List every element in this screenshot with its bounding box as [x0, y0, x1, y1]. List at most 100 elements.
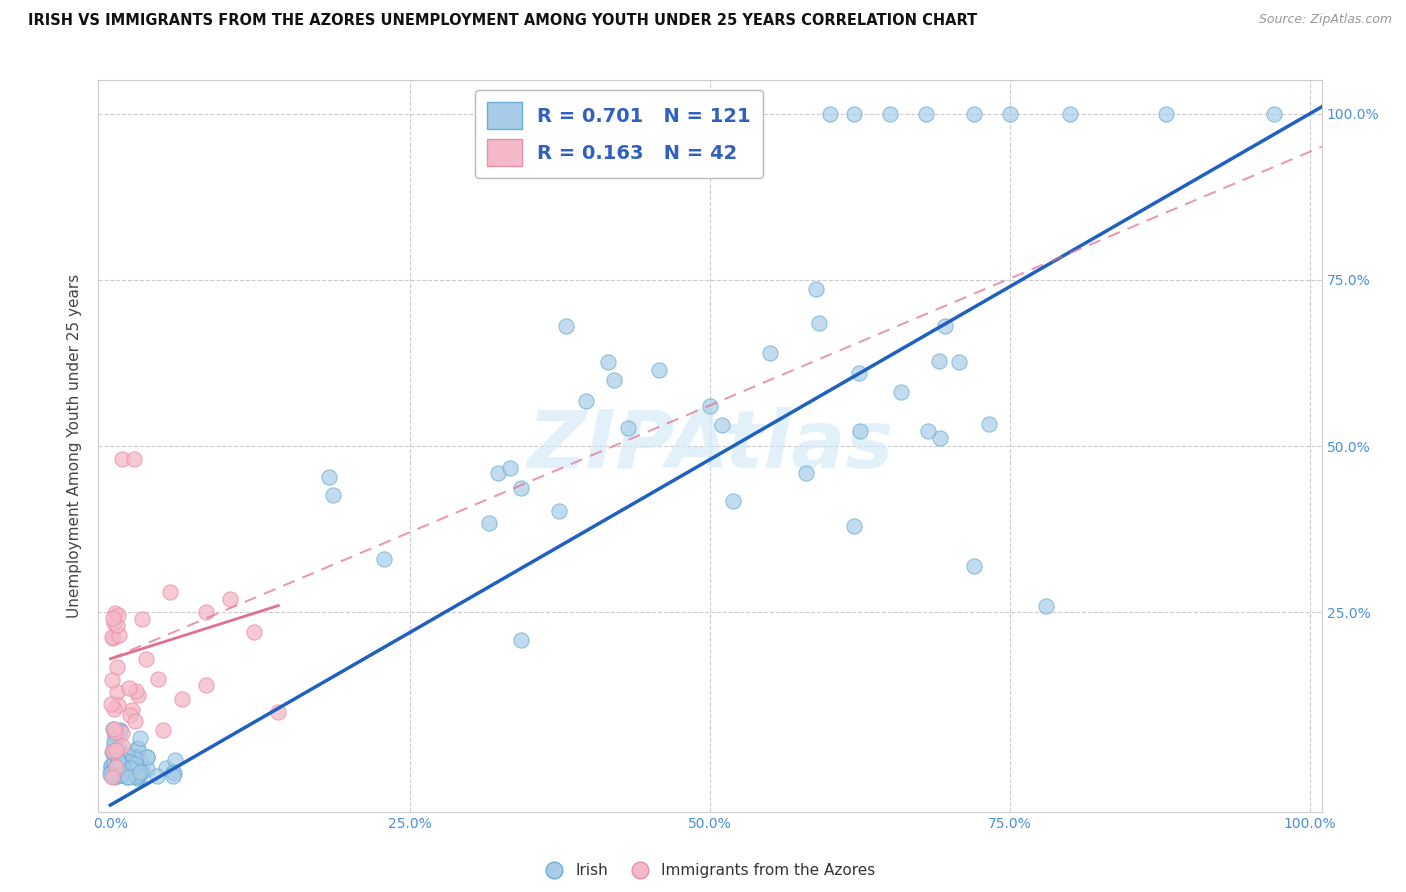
Point — [963, 558, 986, 573]
Point — [103, 733, 125, 747]
Point — [111, 768, 134, 782]
Point — [110, 768, 132, 782]
Point — [108, 724, 131, 739]
Point — [948, 355, 970, 369]
Point — [890, 385, 912, 400]
Point — [804, 282, 827, 296]
Point — [915, 106, 938, 120]
Point — [105, 743, 128, 757]
Point — [107, 747, 129, 762]
Point — [128, 764, 150, 779]
Point — [127, 759, 149, 773]
Point — [555, 319, 578, 334]
Point — [243, 625, 266, 640]
Point — [101, 632, 124, 646]
Point — [101, 770, 124, 784]
Point — [129, 754, 152, 768]
Y-axis label: Unemployment Among Youth under 25 years: Unemployment Among Youth under 25 years — [67, 274, 83, 618]
Point — [103, 745, 125, 759]
Point — [195, 678, 218, 692]
Point — [794, 466, 817, 480]
Point — [107, 754, 129, 768]
Point — [267, 705, 290, 719]
Point — [163, 765, 186, 780]
Point — [125, 749, 148, 764]
Point — [195, 605, 218, 619]
Point — [103, 616, 125, 631]
Point — [163, 754, 186, 768]
Point — [499, 461, 522, 475]
Point — [842, 106, 865, 120]
Point — [128, 765, 150, 780]
Point — [103, 723, 125, 737]
Point — [104, 760, 127, 774]
Point — [103, 738, 125, 752]
Point — [100, 759, 122, 773]
Point — [124, 684, 146, 698]
Point — [105, 744, 128, 758]
Point — [917, 424, 939, 438]
Point — [848, 366, 870, 380]
Point — [934, 319, 956, 334]
Point — [131, 763, 153, 777]
Point — [818, 106, 841, 120]
Point — [103, 754, 125, 768]
Point — [617, 421, 640, 435]
Point — [510, 481, 533, 495]
Point — [219, 591, 242, 606]
Point — [104, 770, 127, 784]
Point — [100, 697, 122, 711]
Point — [101, 764, 124, 778]
Point — [1059, 106, 1081, 120]
Point — [879, 106, 901, 120]
Point — [100, 767, 122, 781]
Point — [100, 763, 122, 777]
Point — [104, 768, 127, 782]
Point — [124, 766, 146, 780]
Point — [107, 728, 129, 742]
Point — [118, 708, 141, 723]
Point — [103, 702, 125, 716]
Point — [510, 632, 533, 647]
Point — [710, 418, 733, 433]
Point — [1263, 106, 1285, 120]
Point — [108, 628, 131, 642]
Point — [101, 673, 124, 688]
Point — [127, 765, 149, 780]
Text: IRISH VS IMMIGRANTS FROM THE AZORES UNEMPLOYMENT AMONG YOUTH UNDER 25 YEARS CORR: IRISH VS IMMIGRANTS FROM THE AZORES UNEM… — [28, 13, 977, 29]
Point — [598, 355, 620, 369]
Point — [849, 425, 872, 439]
Point — [117, 754, 139, 768]
Point — [699, 399, 721, 413]
Point — [1154, 106, 1177, 120]
Point — [117, 771, 139, 785]
Point — [172, 691, 194, 706]
Point — [977, 417, 1000, 431]
Text: Source: ZipAtlas.com: Source: ZipAtlas.com — [1258, 13, 1392, 27]
Point — [107, 748, 129, 763]
Point — [107, 768, 129, 782]
Point — [127, 741, 149, 756]
Point — [101, 762, 124, 776]
Point — [127, 771, 149, 785]
Point — [108, 763, 131, 777]
Point — [107, 754, 129, 768]
Point — [373, 552, 395, 566]
Point — [115, 764, 138, 779]
Point — [103, 764, 125, 779]
Point — [929, 432, 952, 446]
Point — [111, 739, 134, 753]
Point — [108, 754, 131, 768]
Point — [104, 607, 127, 621]
Point — [104, 747, 127, 762]
Point — [100, 630, 122, 644]
Point — [107, 607, 129, 622]
Point — [101, 611, 124, 625]
Point — [121, 763, 143, 777]
Point — [104, 724, 127, 739]
Point — [112, 767, 135, 781]
Point — [100, 764, 122, 779]
Point — [103, 769, 125, 783]
Point — [807, 316, 830, 330]
Point — [148, 672, 170, 686]
